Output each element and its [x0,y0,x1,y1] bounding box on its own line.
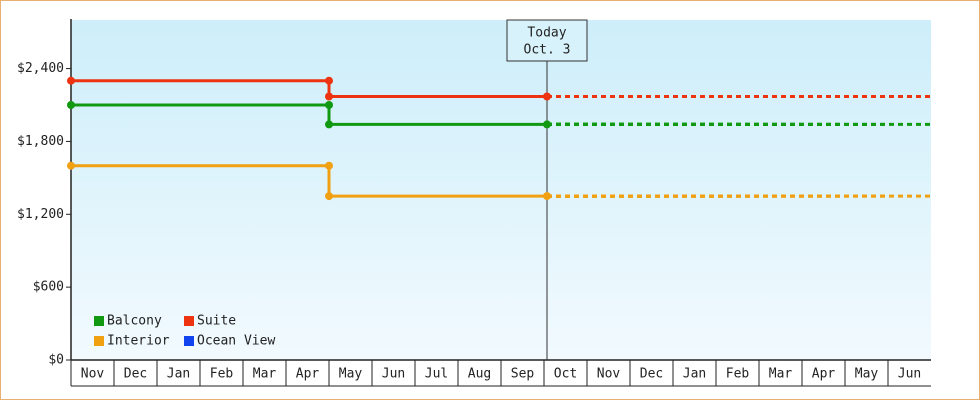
y-tick-label: $0 [48,353,64,368]
x-tick-label: May [339,367,363,382]
y-tick-label: $2,400 [17,61,64,76]
legend-label: Balcony [107,314,162,329]
legend-swatch [94,336,104,346]
price-point [325,161,333,170]
price-point [67,101,75,109]
legend-swatch [184,336,194,346]
y-tick-label: $1,800 [17,134,64,149]
price-point [325,120,333,129]
price-point [325,192,333,201]
x-tick-label: Nov [81,367,105,382]
x-tick-label: Dec [640,367,663,382]
x-tick-label: Jan [167,367,190,382]
x-tick-label: Sep [511,367,535,382]
x-tick-label: Dec [124,367,147,382]
x-tick-label: Mar [253,367,277,382]
x-tick-label: Oct [554,367,577,382]
x-tick-label: Jul [425,367,448,382]
price-point [67,161,75,170]
legend-label: Ocean View [197,334,275,349]
price-point [67,76,75,85]
today-label: Today [527,26,566,41]
x-tick-label: Apr [812,367,836,382]
x-tick-label: Feb [210,367,234,382]
price-point [325,92,333,101]
x-tick-label: May [855,367,879,382]
price-point [325,76,333,85]
price-point [325,101,333,109]
x-tick-label: Apr [296,367,320,382]
y-tick-label: $600 [33,280,64,295]
x-tick-label: Feb [726,367,750,382]
legend-label: Interior [107,334,170,349]
y-tick-label: $1,200 [17,207,64,222]
x-tick-label: Mar [769,367,793,382]
x-tick-label: Jan [683,367,706,382]
legend-swatch [94,316,104,326]
x-tick-label: Nov [597,367,621,382]
x-tick-label: Aug [468,367,491,382]
legend-label: Suite [197,314,236,329]
today-box [506,19,588,62]
plot-area [71,20,931,360]
legend-swatch [184,316,194,326]
today-date: Oct. 3 [524,43,571,58]
x-tick-label: Jun [898,367,921,382]
x-tick-label: Jun [382,367,405,382]
